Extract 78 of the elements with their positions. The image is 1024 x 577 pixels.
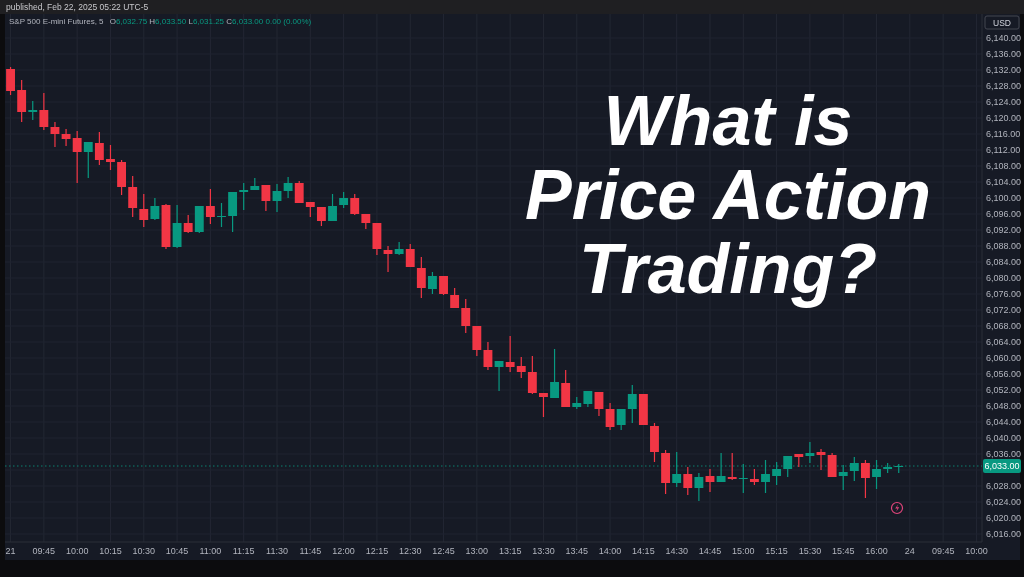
y-tick-label: 6,036.00 <box>986 449 1022 459</box>
x-tick-label: 13:30 <box>532 546 555 556</box>
y-tick-label: 6,040.00 <box>986 433 1022 443</box>
x-tick-label: 16:00 <box>865 546 888 556</box>
y-tick-label: 6,048.00 <box>986 401 1022 411</box>
text: O6,032.75 H6,033.50 L6,031.25 C6,033.00 0.00 (0.00%) <box>109 16 312 26</box>
x-tick-label: 10:00 <box>965 546 988 556</box>
y-axis-title: USD <box>993 17 1011 28</box>
x-tick-label: 10:30 <box>132 546 156 556</box>
y-tick-label: 6,084.00 <box>986 257 1022 267</box>
x-tick-label: 12:00 <box>332 546 355 556</box>
candlestick <box>61 129 71 146</box>
x-tick-label: 11:30 <box>266 546 288 556</box>
y-tick-label: 6,016.00 <box>986 529 1022 539</box>
x-tick-label: 10:45 <box>165 546 189 556</box>
x-tick-label: 10:00 <box>65 546 89 556</box>
y-tick-label: 6,060.00 <box>986 353 1022 363</box>
y-tick-label: 6,092.00 <box>986 225 1022 235</box>
y-tick-label: 6,100.00 <box>986 193 1022 203</box>
y-tick-label: 6,132.00 <box>986 65 1022 75</box>
y-tick-label: 6,044.00 <box>986 417 1022 427</box>
y-tick-label: 6,104.00 <box>986 177 1022 187</box>
y-tick-label: 6,108.00 <box>986 161 1022 171</box>
candlestick <box>372 223 382 255</box>
x-tick-label: 09:45 <box>32 546 56 556</box>
y-tick-label: 6,088.00 <box>986 241 1022 251</box>
x-tick-label: 15:45 <box>831 546 855 556</box>
y-tick-label: 6,020.00 <box>986 513 1022 523</box>
x-tick-label: 14:45 <box>698 546 722 556</box>
candlestick <box>816 449 826 470</box>
y-tick-label: 6,064.00 <box>986 337 1022 347</box>
x-tick-label: 12:30 <box>398 546 422 556</box>
candlestick <box>272 184 282 212</box>
y-tick-label: 6,056.00 <box>986 369 1022 379</box>
candlestick <box>50 122 60 147</box>
y-tick-label: 6,116.00 <box>986 129 1021 139</box>
y-tick-label: 6,096.00 <box>986 209 1022 219</box>
x-tick-label: 13:15 <box>498 546 522 556</box>
x-tick-label: 11:00 <box>199 546 222 556</box>
chart-subtitle: S&P 500 E-mini Futures, 5 <box>9 16 105 26</box>
y-tick-label: 6,120.00 <box>986 113 1022 123</box>
x-tick-label: 14:30 <box>665 546 688 556</box>
x-tick-label: 15:00 <box>732 546 755 556</box>
x-tick-label: 09:45 <box>931 546 955 556</box>
x-tick-label: 14:00 <box>598 546 622 556</box>
x-tick-label: 10:15 <box>99 546 122 556</box>
y-tick-label: 6,128.00 <box>986 81 1022 91</box>
x-tick-label: 13:00 <box>465 546 489 556</box>
y-tick-label: 6,052.00 <box>986 385 1022 395</box>
y-tick-label: 6,124.00 <box>986 97 1022 107</box>
x-tick-label: 11:15 <box>232 546 255 556</box>
candlestick <box>383 246 393 272</box>
y-tick-label: 6,076.00 <box>986 289 1022 299</box>
candlestick <box>494 361 504 391</box>
x-tick-label: 11:45 <box>299 546 322 556</box>
candlestick <box>172 205 182 248</box>
y-tick-label: 6,136.00 <box>986 49 1022 59</box>
x-tick-label: 15:15 <box>765 546 788 556</box>
x-tick-label: 12:15 <box>365 546 389 556</box>
y-tick-label: 6,068.00 <box>986 321 1022 331</box>
x-tick-label: 24 <box>904 546 915 556</box>
x-tick-label: 14:15 <box>632 546 655 556</box>
x-tick-label: 12:45 <box>432 546 455 556</box>
y-tick-label: 6,024.00 <box>986 497 1022 507</box>
x-tick-label: 13:45 <box>565 546 589 556</box>
y-tick-label: 6,028.00 <box>986 481 1022 491</box>
candlestick <box>705 469 715 492</box>
x-tick-label: 15:30 <box>798 546 822 556</box>
y-tick-label: 6,080.00 <box>986 273 1022 283</box>
y-tick-label: 6,140.00 <box>986 33 1022 43</box>
text: What is Price Action Trading? <box>525 82 931 308</box>
text: published, Feb 22, 2025 05:22 UTC-5 <box>6 2 149 12</box>
candlestick <box>605 403 615 430</box>
x-tick-label: 21 <box>5 546 16 556</box>
y-tick-label: 6,112.00 <box>986 145 1021 155</box>
candlestick <box>805 442 815 463</box>
y-tick-label: 6,072.00 <box>986 305 1022 315</box>
candlestick <box>261 185 271 211</box>
